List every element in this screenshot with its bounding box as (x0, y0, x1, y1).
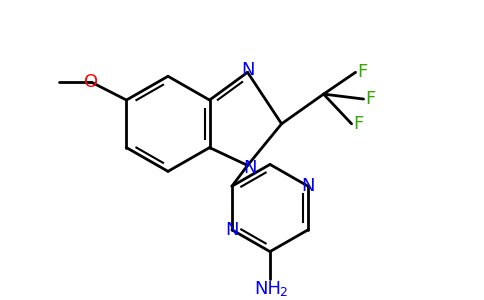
Text: N: N (241, 61, 254, 79)
Text: NH: NH (255, 280, 282, 298)
Text: N: N (225, 221, 239, 239)
Text: N: N (302, 177, 315, 195)
Text: 2: 2 (279, 286, 287, 299)
Text: F: F (358, 63, 368, 81)
Text: O: O (84, 73, 98, 91)
Text: N: N (243, 159, 257, 177)
Text: F: F (353, 115, 363, 133)
Text: F: F (365, 90, 376, 108)
